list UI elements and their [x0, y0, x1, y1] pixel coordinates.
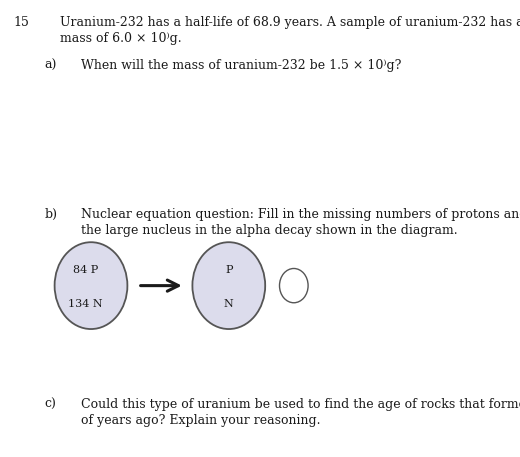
Text: Uranium-232 has a half-life of 68.9 years. A sample of uranium-232 has a: Uranium-232 has a half-life of 68.9 year…	[60, 16, 520, 29]
Text: b): b)	[44, 208, 57, 221]
Ellipse shape	[192, 242, 265, 329]
Text: Could this type of uranium be used to find the age of rocks that formed many mil: Could this type of uranium be used to fi…	[81, 398, 520, 410]
Text: of years ago? Explain your reasoning.: of years ago? Explain your reasoning.	[81, 414, 320, 426]
Text: Nuclear equation question: Fill in the missing numbers of protons and neutrons i: Nuclear equation question: Fill in the m…	[81, 208, 520, 221]
Text: mass of 6.0 × 10⁾g.: mass of 6.0 × 10⁾g.	[60, 32, 181, 45]
Text: N: N	[224, 299, 233, 309]
Ellipse shape	[279, 269, 308, 303]
Text: a): a)	[44, 59, 57, 72]
Ellipse shape	[55, 242, 127, 329]
Text: P: P	[225, 265, 232, 275]
Text: When will the mass of uranium-232 be 1.5 × 10⁾g?: When will the mass of uranium-232 be 1.5…	[81, 59, 401, 72]
Text: the large nucleus in the alpha decay shown in the diagram.: the large nucleus in the alpha decay sho…	[81, 224, 457, 237]
Text: 134 N: 134 N	[69, 299, 103, 309]
Text: c): c)	[44, 398, 56, 410]
Text: 84 P: 84 P	[73, 265, 98, 275]
Text: 15: 15	[13, 16, 29, 29]
